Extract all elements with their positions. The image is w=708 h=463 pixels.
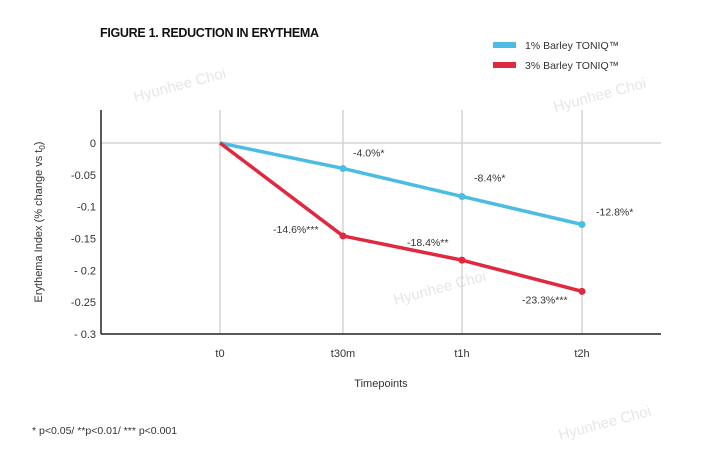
data-point (578, 220, 586, 228)
x-tick-label: t2h (574, 348, 589, 360)
y-tick-label: -0.25 (71, 297, 96, 309)
data-label: -23.3%*** (522, 294, 568, 306)
data-label: -18.4%** (407, 237, 448, 249)
series: -4.0%* -8.4%* -12.8%* -14.6%*** -18.4%** -23.… (218, 141, 633, 306)
series-2: -14.6%*** -18.4%** -23.3%*** (218, 141, 586, 306)
y-axis-label: Erythema Index (% change vs t0) (33, 142, 47, 303)
y-tick-label: -0.1 (77, 202, 96, 214)
data-point (458, 192, 466, 200)
watermark: Hyunhee Choi (392, 268, 488, 309)
data-point (339, 164, 347, 172)
chart-title: FIGURE 1. REDUCTION IN ERYTHEMA (100, 26, 319, 40)
y-tick-label: 0 (90, 138, 96, 150)
data-label: -12.8%* (596, 206, 633, 218)
data-point (578, 287, 586, 295)
x-axis-label: Timepoints (354, 378, 408, 390)
watermark: Hyunhee Choi (552, 75, 648, 116)
y-tick-label: -0.05 (71, 170, 96, 182)
data-label: -14.6%*** (273, 224, 319, 236)
legend-label: 3% Barley TONIQ™ (525, 60, 619, 72)
x-tick-label: t1h (454, 348, 469, 360)
y-tick-label: -0.15 (71, 234, 96, 246)
series-line (218, 141, 583, 294)
y-tick-label: - 0.3 (74, 329, 96, 341)
data-point (458, 256, 466, 264)
data-label: -4.0%* (353, 147, 385, 159)
legend: 1% Barley TONIQ™ 3% Barley TONIQ™ (493, 40, 619, 72)
footnote: * p<0.05/ **p<0.01/ *** p<0.001 (32, 425, 177, 437)
y-tick-label: - 0.2 (74, 265, 96, 277)
watermark: Hyunhee Choi (557, 403, 653, 444)
legend-label: 1% Barley TONIQ™ (525, 40, 619, 52)
series-1: -4.0%* -8.4%* -12.8%* (219, 141, 633, 228)
data-point (339, 232, 347, 240)
x-tick-label: t30m (331, 348, 355, 360)
watermark: Hyunhee Choi (132, 65, 228, 106)
legend-swatch (493, 62, 516, 68)
series-line (219, 141, 583, 227)
x-tick-label: t0 (215, 348, 224, 360)
data-label: -8.4%* (474, 172, 506, 184)
legend-swatch (493, 42, 516, 48)
x-tick-labels: t0 t30m t1h t2h (215, 348, 589, 360)
y-tick-labels: 0 -0.05 -0.1 -0.15 - 0.2 -0.25 - 0.3 (71, 138, 96, 341)
